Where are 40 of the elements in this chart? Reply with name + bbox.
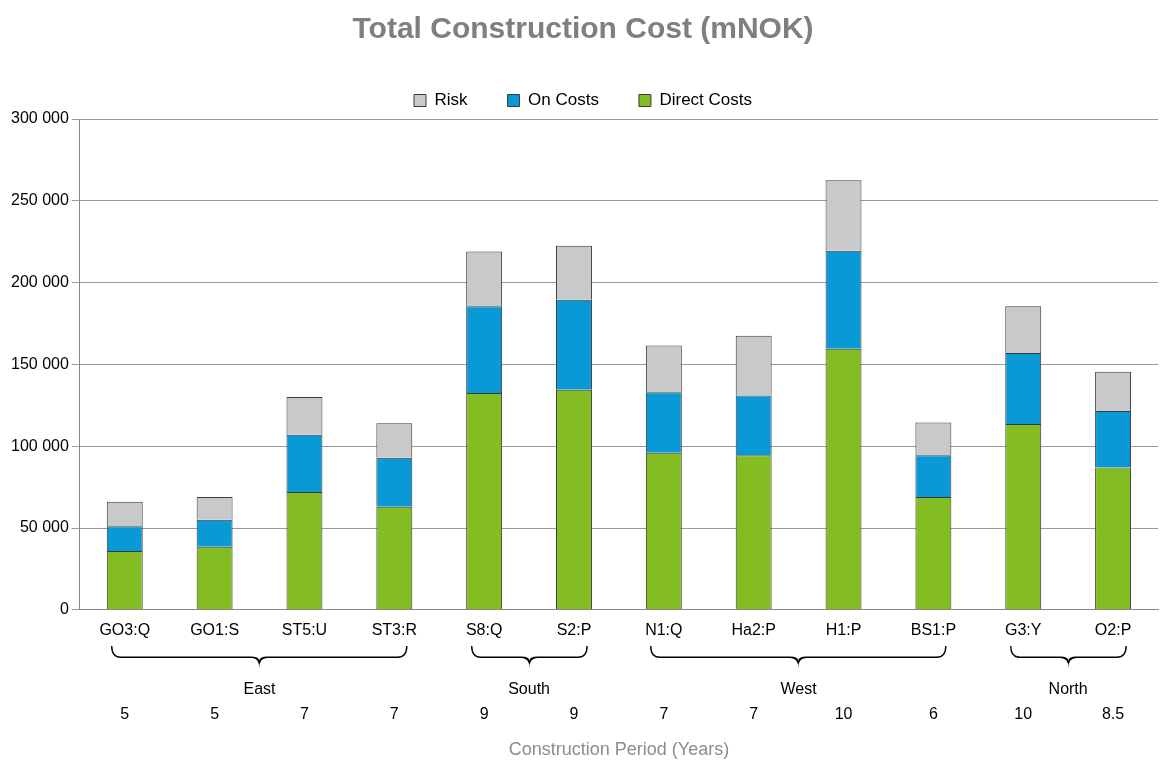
legend-label: Risk (434, 90, 469, 110)
x-tick-label: O2:P (1094, 620, 1132, 638)
x-tick-label: S8:Q (465, 620, 503, 638)
text: 7 (749, 705, 759, 723)
x-tick-label: BS1:P (910, 620, 957, 638)
y-tick-label: 200 000 (10, 273, 69, 291)
text: 5 (210, 705, 220, 723)
y-tick-label: 300 000 (10, 109, 69, 127)
x-tick-label: Ha2:P (731, 620, 776, 638)
text: West (780, 680, 818, 698)
x-tick-label: ST3:R (371, 620, 417, 638)
text: 7 (389, 705, 399, 723)
x-tick-label: H1:P (825, 620, 862, 638)
x-tick-label: GO3:Q (99, 620, 151, 638)
y-tick-label: 150 000 (10, 354, 69, 372)
y-tick-label: 100 000 (10, 436, 69, 454)
text: South (508, 680, 550, 698)
text: 5 (120, 705, 130, 723)
x-tick-label: GO1:S (190, 620, 240, 638)
chart-title: Total Construction Cost (mNOK) (352, 11, 814, 45)
text: 10 (834, 705, 853, 723)
x-tick-label: S2:P (556, 620, 592, 638)
text: 7 (659, 705, 669, 723)
text: 7 (300, 705, 309, 723)
y-tick-label: 50 000 (19, 518, 69, 536)
text: 6 (928, 705, 938, 723)
text: East (243, 680, 277, 698)
y-tick-label: 0 (59, 600, 69, 618)
text: North (1048, 680, 1088, 698)
legend-label: Direct Costs (659, 90, 752, 110)
text: 9 (479, 705, 489, 723)
legend-label: On Costs (528, 90, 599, 110)
text: 8.5 (1101, 705, 1125, 723)
x-tick-label: ST5:U (281, 620, 328, 638)
text: Construction Period (Years) (508, 738, 730, 759)
x-tick-label: G3:Y (1005, 620, 1042, 638)
x-tick-label: N1:Q (645, 620, 683, 638)
text: 10 (1014, 705, 1033, 723)
text: 9 (569, 705, 579, 723)
y-tick-label: 250 000 (10, 191, 69, 209)
